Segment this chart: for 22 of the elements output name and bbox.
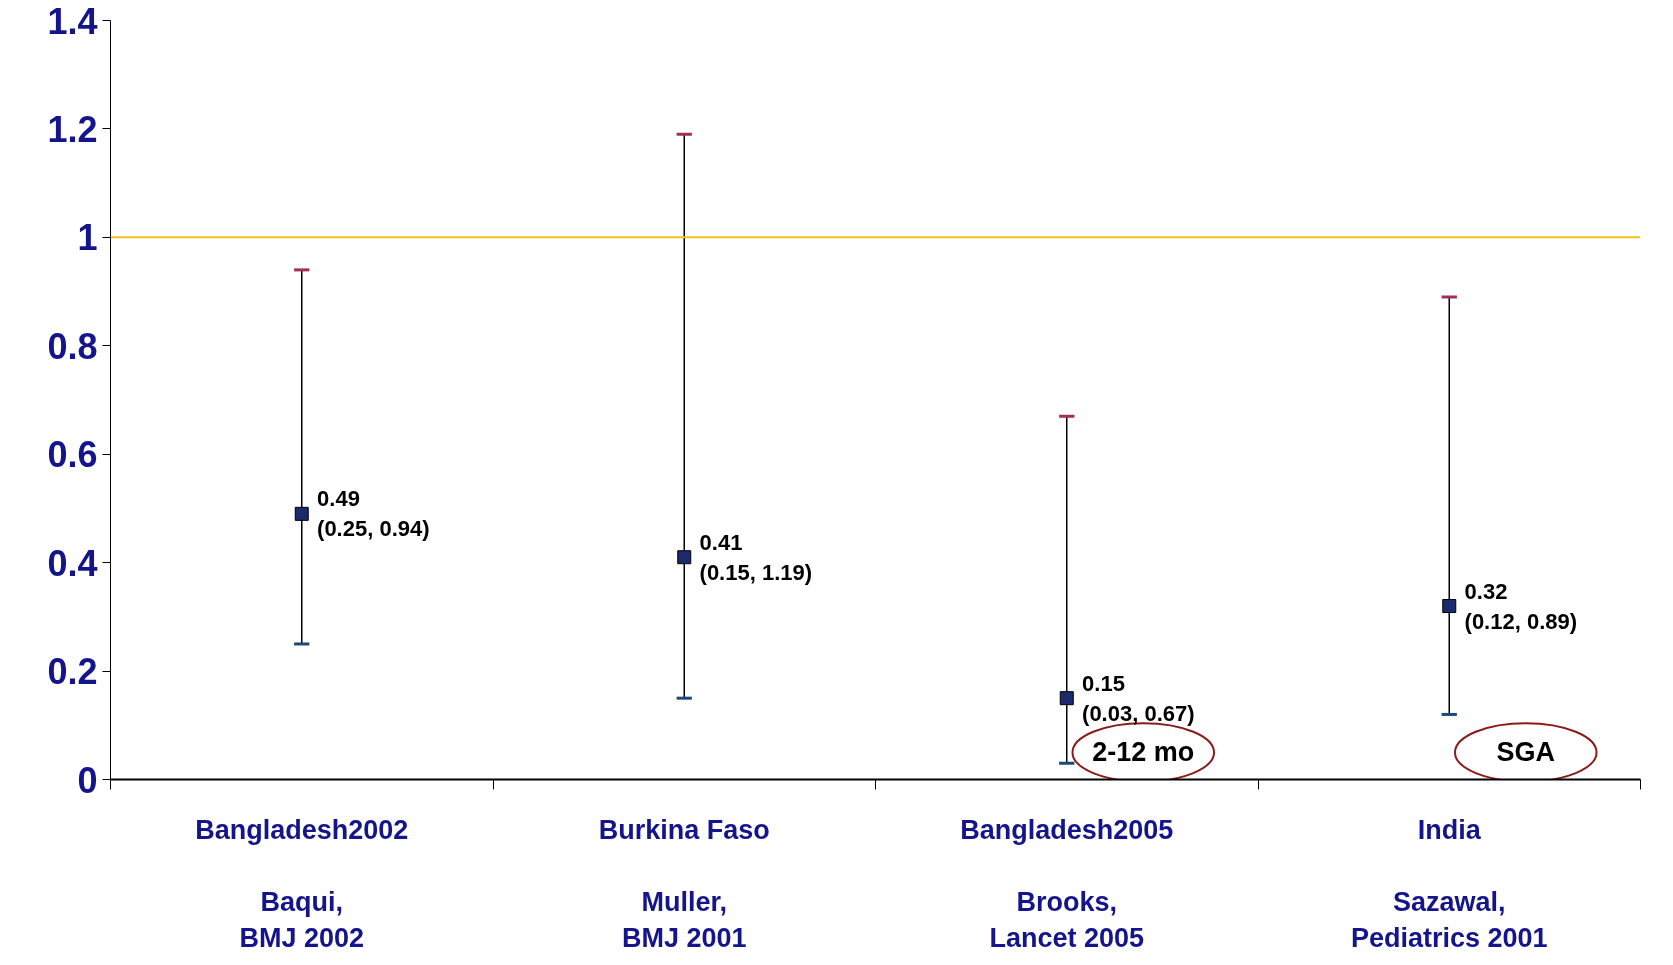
point [677,550,692,565]
point [1059,691,1074,706]
y-tick-label: 1.2 [47,108,98,150]
y-tick-label: 0 [77,759,98,801]
data-label: 0.15 (0.03, 0.67) [1082,670,1195,726]
y-tick-label: 0.4 [47,542,98,584]
point [1442,599,1457,614]
y-tick-label: 1 [77,217,98,259]
data-label: 0.32 (0.12, 0.89) [1464,578,1578,634]
y-tick-label: 1.4 [47,0,98,42]
annotation: SGA [1496,737,1556,768]
y-tick-label: 0.2 [47,651,98,693]
category-label: Bangladesh2002 Baqui, BMJ 2002 [195,814,409,953]
category-label: Bangladesh2005 Brooks, Lancet 2005 [960,814,1174,953]
category-label: Burkina Faso Muller, BMJ 2001 [598,814,770,953]
data-label: 0.41 (0.15, 1.19) [699,529,813,585]
y-tick-label: 0.8 [47,325,98,367]
category-label: India Sazawal, Pediatrics 2001 [1350,814,1548,953]
y-tick-label: 0.6 [47,434,98,476]
annotation: 2-12 mo [1092,737,1195,768]
point [294,506,309,521]
data-label: 0.49 (0.25, 0.94) [317,486,430,542]
